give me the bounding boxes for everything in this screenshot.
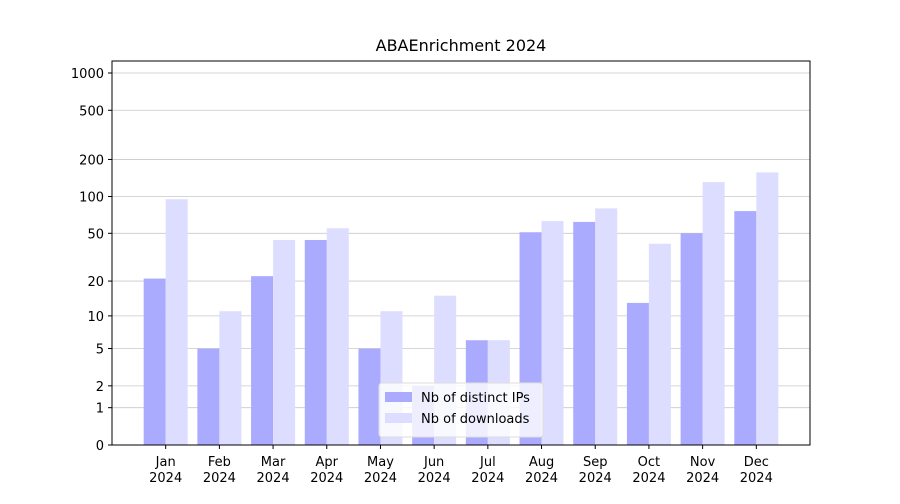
bar <box>626 302 649 445</box>
legend-swatch <box>385 392 412 402</box>
y-tick-label: 50 <box>87 227 104 242</box>
x-tick-label: Dec 2024 <box>740 455 773 486</box>
bar <box>273 240 296 445</box>
bar <box>143 278 166 445</box>
x-tick-label: Sep 2024 <box>579 455 612 486</box>
legend-swatch <box>385 413 412 423</box>
x-tick-label: May 2024 <box>364 455 397 486</box>
x-tick-label: Nov 2024 <box>686 455 719 486</box>
legend-label: Nb of distinct IPs <box>421 391 530 406</box>
bar <box>165 199 188 445</box>
y-tick-label: 1 <box>96 402 104 417</box>
y-tick-label: 100 <box>79 191 104 206</box>
bar <box>648 243 671 445</box>
bar <box>595 208 618 445</box>
y-tick-label: 200 <box>79 153 104 168</box>
x-tick-label: Jul 2024 <box>471 455 504 486</box>
legend-label: Nb of downloads <box>421 412 530 427</box>
x-tick-label: Feb 2024 <box>203 455 236 486</box>
y-tick-label: 500 <box>79 104 104 119</box>
bar <box>326 228 349 445</box>
bar <box>680 233 703 445</box>
x-tick-label: Apr 2024 <box>310 455 343 486</box>
bar <box>734 211 757 445</box>
chart-title: ABAEnrichment 2024 <box>376 36 547 55</box>
y-tick-label: 2 <box>96 380 104 395</box>
bar <box>251 276 274 445</box>
x-tick-label: Jun 2024 <box>418 455 451 486</box>
bar <box>541 221 564 445</box>
y-tick-label: 20 <box>87 275 104 290</box>
bar <box>573 221 596 445</box>
legend-box <box>378 382 544 438</box>
legend: Nb of distinct IPs Nb of downloads <box>378 382 544 438</box>
bar <box>304 240 327 445</box>
y-tick-label: 10 <box>87 310 104 325</box>
y-tick-label: 1000 <box>71 67 104 82</box>
x-tick-label: Oct 2024 <box>632 455 665 486</box>
bar <box>358 348 381 445</box>
y-tick-label: 0 <box>96 439 104 454</box>
bar <box>756 172 779 445</box>
plot-frame <box>111 60 811 446</box>
bar <box>219 311 242 445</box>
bar <box>197 348 220 445</box>
x-tick-label: Aug 2024 <box>525 455 558 486</box>
x-tick-label: Mar 2024 <box>257 455 290 486</box>
x-tick-label: Jan 2024 <box>149 455 182 486</box>
y-tick-label: 5 <box>96 343 104 358</box>
bar <box>702 182 725 445</box>
